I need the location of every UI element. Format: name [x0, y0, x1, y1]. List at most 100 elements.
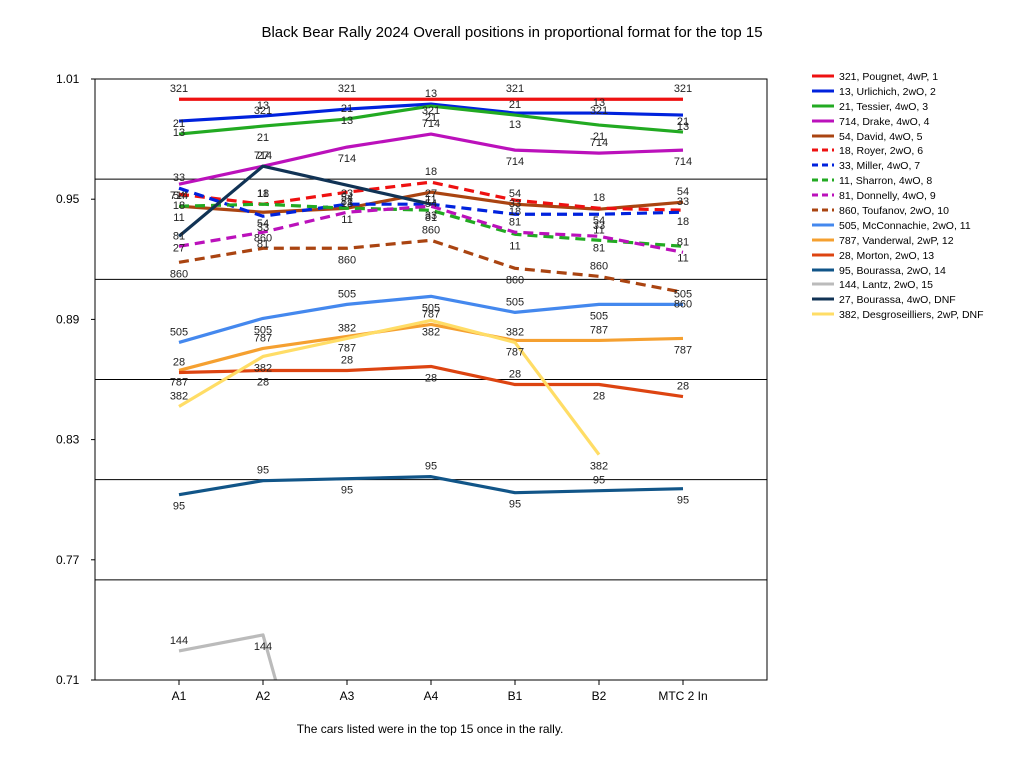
series-line [178, 633, 278, 681]
legend-swatch [812, 253, 834, 257]
point-label: 860 [590, 260, 608, 272]
point-label: 28 [173, 356, 185, 368]
point-label: 28 [677, 381, 689, 393]
point-label: 81 [677, 236, 689, 248]
legend-label: 860, Toufanov, 2wO, 10 [839, 205, 949, 218]
series-line [177, 164, 432, 238]
legend-item: 11, Sharron, 4wO, 8 [812, 175, 1022, 190]
point-label: 81 [425, 212, 437, 224]
legend-swatch [812, 89, 834, 93]
point-label: 33 [341, 188, 353, 200]
legend-swatch [812, 193, 834, 197]
point-label: 54 [677, 186, 689, 198]
legend-item: 27, Bourassa, 4wO, DNF [812, 294, 1022, 309]
point-label: 33 [677, 196, 689, 208]
legend-label: 321, Pougnet, 4wP, 1 [839, 71, 939, 83]
point-label: 714 [338, 153, 356, 165]
point-label: 13 [425, 88, 437, 100]
point-label: 18 [509, 206, 521, 218]
point-label: 11 [173, 212, 184, 224]
point-label: 13 [173, 127, 185, 139]
legend-item: 18, Royer, 2wO, 6 [812, 145, 1022, 160]
point-label: 714 [170, 190, 188, 202]
legend-swatch [812, 312, 834, 316]
point-label: 11 [509, 240, 520, 252]
point-label: 54 [257, 218, 269, 230]
legend-swatch [812, 282, 834, 286]
point-label: 21 [257, 132, 269, 144]
point-label: 144 [170, 635, 188, 647]
point-label: 54 [509, 188, 521, 200]
legend-swatch [812, 163, 834, 167]
point-label: 33 [509, 198, 521, 210]
point-label: 54 [425, 198, 437, 210]
point-label: 28 [593, 391, 605, 403]
legend-label: 33, Miller, 4wO, 7 [839, 160, 921, 173]
point-label: 382 [254, 362, 272, 374]
legend-item: 28, Morton, 2wO, 13 [812, 250, 1022, 265]
point-label: 27 [425, 188, 437, 200]
point-label: 21 [677, 116, 689, 128]
legend-item: 13, Urlichich, 2wO, 2 [812, 86, 1022, 101]
point-label: 95 [509, 499, 521, 511]
legend-item: 95, Bourassa, 2wO, 14 [812, 265, 1022, 280]
point-label: 787 [506, 346, 524, 358]
x-tick-label: A1 [172, 689, 187, 703]
legend-label: 54, David, 4wO, 5 [839, 130, 923, 143]
legend-label: 144, Lantz, 2wO, 15 [839, 279, 933, 292]
point-label: 18 [425, 166, 437, 178]
series-line [178, 102, 684, 123]
point-label: 33 [257, 222, 269, 234]
point-label: 505 [422, 302, 440, 314]
legend-item: 81, Donnelly, 4wO, 9 [812, 190, 1022, 205]
y-tick-label: 1.01 [56, 72, 80, 86]
point-label: 321 [674, 83, 692, 95]
legend-item: 33, Miller, 4wO, 7 [812, 160, 1022, 175]
legend-label: 81, Donnelly, 4wO, 9 [839, 190, 936, 203]
point-label: 505 [674, 288, 692, 300]
series-line [178, 238, 684, 294]
point-label: 81 [257, 238, 269, 250]
point-label: 382 [590, 461, 608, 473]
x-tick-label: B2 [592, 689, 607, 703]
legend-label: 18, Royer, 2wO, 6 [839, 145, 924, 158]
point-label: 787 [170, 376, 188, 388]
legend-label: 787, Vanderwal, 2wP, 12 [839, 234, 954, 247]
point-label: 787 [254, 332, 272, 344]
point-label: 13 [593, 97, 605, 109]
legend-item: 321, Pougnet, 4wP, 1 [812, 71, 1022, 86]
point-label: 505 [590, 310, 608, 322]
point-label: 11 [425, 194, 436, 206]
x-tick-label: A4 [424, 689, 439, 703]
y-tick-label: 0.89 [56, 312, 80, 326]
legend-swatch [812, 297, 834, 301]
y-tick-label: 0.77 [56, 553, 80, 567]
point-label: 28 [257, 376, 269, 388]
point-label: 787 [590, 324, 608, 336]
chart-caption: The cars listed were in the top 15 once … [296, 722, 564, 736]
series-line [178, 104, 684, 136]
point-label: 81 [593, 242, 605, 254]
point-label: 95 [425, 461, 437, 473]
legend-label: 95, Bourassa, 2wO, 14 [839, 264, 946, 277]
point-label: 382 [170, 391, 188, 403]
x-tick-label: A2 [256, 689, 271, 703]
point-label: 33 [173, 172, 185, 184]
point-label: 21 [425, 112, 437, 124]
legend-swatch [812, 148, 834, 152]
x-tick-label: B1 [508, 689, 523, 703]
point-label: 860 [254, 232, 272, 244]
legend-label: 13, Urlichich, 2wO, 2 [839, 85, 936, 98]
point-label: 18 [341, 198, 353, 210]
point-label: 95 [341, 485, 353, 497]
legend-item: 382, Desgroseilliers, 2wP, DNF [812, 309, 1022, 324]
point-label: 382 [422, 326, 440, 338]
point-label: 505 [506, 296, 524, 308]
point-label: 54 [341, 192, 353, 204]
point-label: 28 [425, 372, 437, 384]
point-label: 95 [173, 501, 185, 513]
legend-label: 28, Morton, 2wO, 13 [839, 249, 935, 262]
point-label: 505 [338, 288, 356, 300]
legend-swatch [812, 119, 834, 123]
